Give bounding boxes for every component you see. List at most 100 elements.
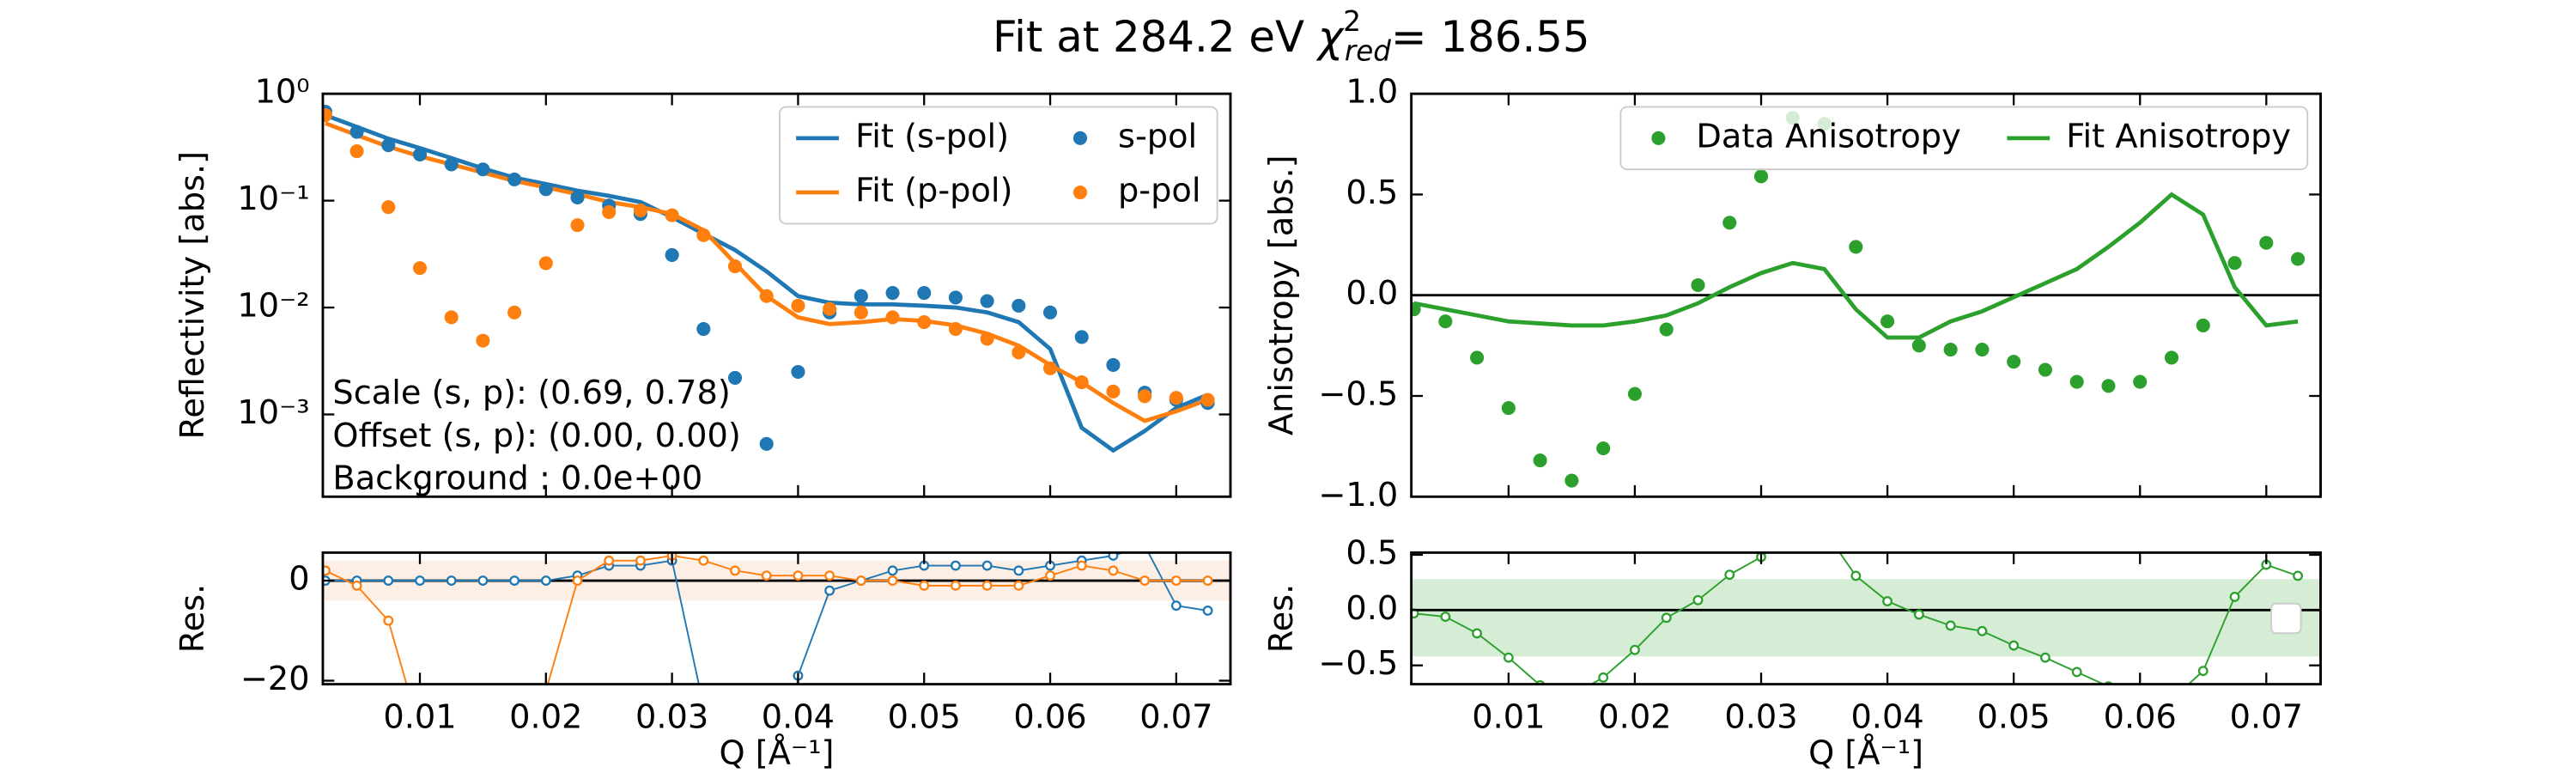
- plot-area: [322, 104, 1215, 453]
- axes-frame: [1410, 551, 2322, 686]
- data-point: [885, 286, 900, 301]
- residual-marker: [1440, 612, 1451, 623]
- data-point: [507, 305, 522, 320]
- x-tick-label: 0.02: [509, 697, 582, 736]
- data-point: [791, 298, 805, 313]
- x-tick-label: 0.03: [1724, 697, 1797, 736]
- residual-marker: [1503, 652, 1514, 663]
- residual-marker: [635, 555, 646, 566]
- figure-title: Fit at 284.2 eV χ2 red= 186.55: [993, 5, 1590, 67]
- residual-marker: [950, 560, 961, 571]
- residual-marker: [383, 615, 394, 626]
- data-point: [444, 310, 459, 325]
- empty-legend: [2270, 602, 2302, 635]
- y-tick-label: −0.5: [1318, 644, 1398, 683]
- data-point: [2259, 235, 2274, 250]
- residual-marker: [2071, 666, 2082, 678]
- y-axis-label: Anisotropy [abs.]: [1262, 155, 1301, 435]
- x-tick-label: 0.03: [635, 697, 708, 736]
- data-point: [1138, 389, 1152, 404]
- residual-marker: [1630, 644, 1640, 655]
- data-point: [854, 305, 868, 320]
- data-point: [538, 256, 553, 271]
- residual-marker: [2039, 652, 2050, 663]
- data-point: [1533, 453, 1547, 468]
- residual-marker: [1170, 600, 1182, 612]
- data-point: [2227, 256, 2242, 271]
- data-point: [696, 321, 711, 337]
- fit-line: [325, 113, 1209, 453]
- residual-marker: [1202, 575, 1213, 586]
- x-tick-label: 0.01: [383, 697, 456, 736]
- annotation: Background : 0.0e+00: [332, 460, 702, 498]
- y-axis-label: Res.: [1262, 584, 1301, 654]
- residual-marker: [698, 555, 709, 566]
- residual-marker: [824, 570, 835, 581]
- data-point: [980, 294, 994, 308]
- fit-line: [1413, 192, 2299, 340]
- y-tick-label: 10⁻¹: [237, 180, 309, 218]
- y-axis-label: Reflectivity [abs.]: [173, 151, 212, 440]
- data-point: [885, 310, 900, 325]
- data-point: [665, 208, 679, 222]
- data-point: [476, 162, 490, 177]
- data-point: [1659, 322, 1674, 337]
- residual-marker: [1076, 560, 1087, 571]
- data-point: [2038, 362, 2052, 377]
- data-point: [1943, 343, 1958, 357]
- residual-marker: [887, 575, 898, 586]
- data-point: [570, 218, 585, 233]
- residual-marker: [1598, 672, 1609, 683]
- data-point: [917, 315, 932, 330]
- residual-marker: [1472, 628, 1483, 639]
- data-point: [1564, 473, 1579, 488]
- residual-marker: [1945, 620, 1956, 631]
- legend-label: Fit Anisotropy: [2066, 117, 2291, 155]
- residual-marker: [1139, 575, 1151, 586]
- residual-marker: [604, 555, 615, 566]
- legend-handle: [1072, 186, 1088, 200]
- data-point: [1012, 298, 1026, 313]
- y-tick-label: 0.5: [1346, 533, 1398, 572]
- x-tick-label: 0.06: [1013, 697, 1086, 736]
- residual-marker: [1882, 596, 1893, 606]
- residual-marker: [1013, 565, 1024, 576]
- data-point: [1849, 240, 1863, 254]
- data-point: [823, 301, 837, 316]
- residual-marker: [1013, 580, 1024, 591]
- residual-marker: [793, 570, 804, 581]
- x-axis-label: Q [Å⁻¹]: [1808, 732, 1923, 772]
- axes-frame: [321, 92, 1232, 498]
- x-tick-label: 0.05: [888, 697, 961, 736]
- y-axis-label: Res.: [173, 584, 212, 654]
- data-point: [1074, 375, 1089, 390]
- title-chi-sub: red: [1345, 34, 1391, 67]
- data-point: [1880, 314, 1895, 329]
- y-tick-label: 0.0: [1346, 274, 1398, 313]
- data-point: [2101, 379, 2116, 393]
- data-point: [1596, 441, 1611, 456]
- residual-marker: [1170, 575, 1182, 586]
- legend-box: [779, 106, 1218, 225]
- data-point: [322, 108, 332, 123]
- legend-entry: p-pol: [1072, 172, 1201, 210]
- data-point: [1106, 384, 1121, 399]
- data-point: [2133, 374, 2148, 389]
- data-point: [412, 261, 428, 276]
- y-tick-label: 10⁻²: [237, 287, 309, 326]
- data-point: [759, 436, 774, 451]
- data-point: [444, 157, 459, 172]
- data-point: [1106, 357, 1121, 373]
- x-tick-label: 0.04: [1850, 697, 1923, 736]
- residual-marker: [1913, 609, 1924, 620]
- residual-marker: [2008, 640, 2020, 651]
- residual-marker: [383, 575, 394, 586]
- legend-label: s-pol: [1118, 117, 1197, 155]
- x-tick-label: 0.02: [1598, 697, 1671, 736]
- y-tick-label: 1.0: [1346, 73, 1398, 112]
- data-point: [665, 247, 679, 262]
- y-tick-label: 10⁻³: [237, 393, 309, 432]
- data-point: [696, 228, 711, 242]
- data-point: [1074, 330, 1089, 344]
